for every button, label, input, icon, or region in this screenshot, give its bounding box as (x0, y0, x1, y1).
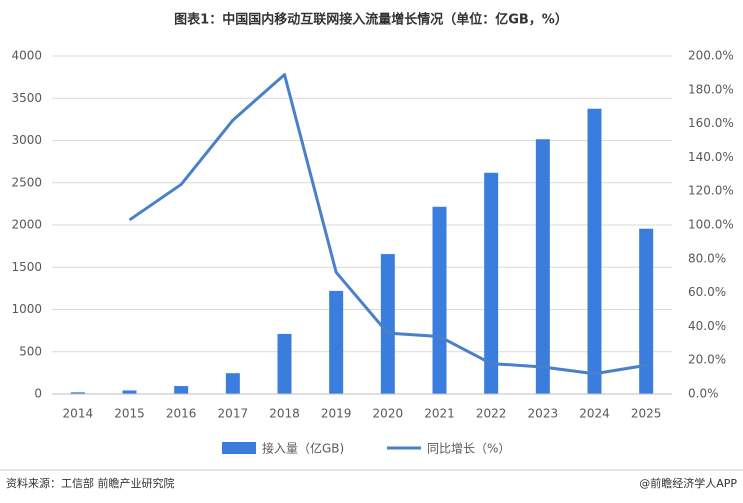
y-tick-label: 2500 (11, 175, 42, 189)
y2-tick-label: 60.0% (688, 285, 726, 299)
y-tick-label: 2000 (11, 218, 42, 232)
y2-tick-label: 0.0% (688, 387, 719, 401)
y2-tick-label: 180.0% (688, 82, 734, 96)
y-tick-label: 3000 (11, 133, 42, 147)
source: 资料来源：工信部 前瞻产业研究院 (6, 476, 175, 490)
bar (587, 108, 602, 394)
bar (122, 390, 137, 394)
brand: @前瞻经济学人APP (639, 476, 737, 490)
x-tick-label: 2022 (476, 407, 507, 421)
bar (70, 392, 85, 394)
x-tick-label: 2021 (424, 407, 455, 421)
y2-tick-label: 200.0% (688, 49, 734, 63)
chart-title: 图表1：中国国内移动互联网接入流量增长情况（单位：亿GB，%） (174, 12, 568, 28)
x-tick-label: 2016 (166, 407, 197, 421)
y-tick-label: 1000 (11, 302, 42, 316)
x-tick-label: 2019 (321, 407, 352, 421)
y-tick-label: 500 (19, 344, 42, 358)
y-tick-label: 3500 (11, 91, 42, 105)
x-tick-label: 2018 (269, 407, 300, 421)
x-tick-label: 2025 (631, 407, 662, 421)
x-tick-label: 2023 (528, 407, 559, 421)
bar (329, 290, 344, 394)
bar (535, 139, 550, 394)
y2-tick-label: 140.0% (688, 150, 734, 164)
y2-tick-label: 40.0% (688, 319, 726, 333)
legend-swatch (222, 442, 256, 454)
y2-tick-label: 100.0% (688, 218, 734, 232)
x-tick-label: 2017 (218, 407, 249, 421)
bar (174, 386, 189, 394)
y-tick-label: 1500 (11, 260, 42, 274)
legend-label: 接入量（亿GB) (262, 441, 344, 456)
x-tick-label: 2020 (373, 407, 404, 421)
x-tick-label: 2014 (63, 407, 94, 421)
y-tick-label: 4000 (11, 49, 42, 63)
bar (432, 206, 447, 394)
y2-tick-label: 20.0% (688, 353, 726, 367)
y2-tick-label: 120.0% (688, 184, 734, 198)
y-tick-label: 0 (34, 387, 42, 401)
line (128, 73, 647, 376)
bar (639, 228, 654, 394)
bar (380, 254, 395, 394)
y2-tick-label: 160.0% (688, 116, 734, 130)
legend-label: 同比增长（%） (427, 442, 510, 456)
bar (484, 172, 499, 394)
bar (277, 333, 292, 394)
y2-tick-label: 80.0% (688, 251, 726, 265)
x-tick-label: 2015 (114, 407, 145, 421)
bar (225, 373, 240, 394)
x-tick-label: 2024 (579, 407, 610, 421)
